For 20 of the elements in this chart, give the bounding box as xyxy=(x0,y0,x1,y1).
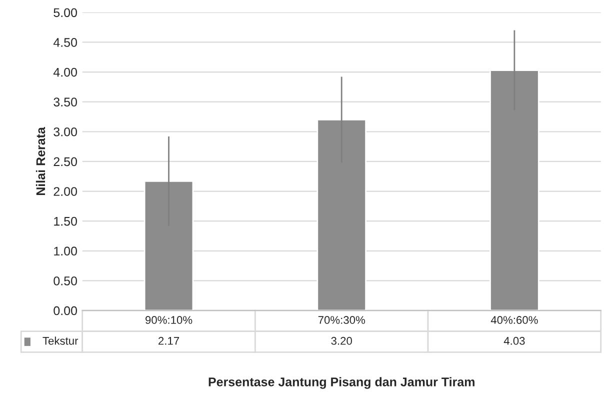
legend-label: Tekstur xyxy=(42,336,78,345)
y-tick-label: 3.00 xyxy=(54,127,77,136)
y-axis-title: Nilai Rerata xyxy=(36,126,46,196)
x-axis-title: Persentase Jantung Pisang dan Jamur Tiram xyxy=(208,377,474,389)
y-tick-label: 2.50 xyxy=(54,157,77,166)
y-tick-label: 4.00 xyxy=(53,68,77,77)
y-tick-label: 3.50 xyxy=(54,98,77,106)
y-tick-label: 5.00 xyxy=(54,8,77,18)
y-tick-label: 1.50 xyxy=(54,216,77,226)
x-tick-label: 70%:30% xyxy=(318,316,365,324)
data-label: 4.03 xyxy=(504,336,525,345)
data-label: 3.20 xyxy=(331,336,352,345)
data-label: 2.17 xyxy=(158,336,180,345)
x-tick-label: 90%:10% xyxy=(146,316,192,324)
y-tick-label: 0.50 xyxy=(54,276,77,286)
y-tick-label: 0.00 xyxy=(54,306,77,316)
y-tick-label: 4.50 xyxy=(53,38,77,47)
y-tick-label: 1.00 xyxy=(54,246,77,256)
x-tick-label: 40%:60% xyxy=(490,316,538,324)
y-tick-label: 2.00 xyxy=(54,187,77,196)
